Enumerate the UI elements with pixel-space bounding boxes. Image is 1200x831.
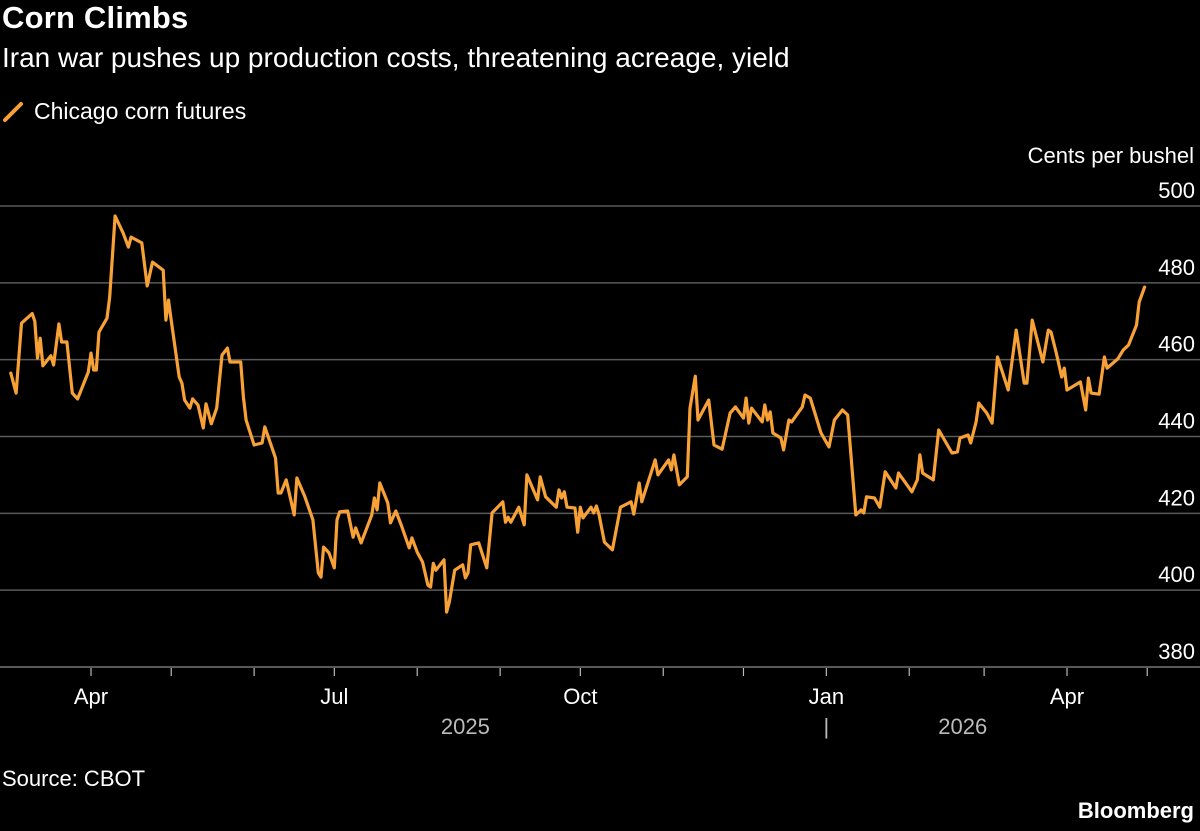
y-tick-label: 460 (1158, 332, 1195, 357)
y-axis-unit-label: Cents per bushel (1027, 143, 1194, 168)
y-tick-label: 420 (1158, 485, 1195, 510)
x-tick-label: Oct (563, 684, 597, 709)
series-line-chicago-corn-futures (9, 214, 1147, 614)
chart-title: Corn Climbs (2, 0, 189, 35)
x-tick-label: Jul (320, 684, 348, 709)
bloomberg-logo: Bloomberg (1077, 798, 1194, 823)
year-separator: | (823, 714, 829, 739)
x-tick-label: Apr (1050, 684, 1084, 709)
year-label: 2025 (441, 714, 490, 739)
data-points (11, 216, 1145, 612)
y-tick-label: 440 (1158, 409, 1195, 434)
y-tick-label: 480 (1158, 255, 1195, 280)
legend-line-swatch-icon (3, 101, 23, 122)
legend: Chicago corn futures (2, 98, 246, 125)
y-tick-label: 380 (1158, 639, 1195, 664)
legend-label: Chicago corn futures (34, 98, 247, 124)
y-axis-labels: 380 400 420 440 460 480 500 (1158, 178, 1195, 664)
year-label: 2026 (938, 714, 987, 739)
chart-subtitle: Iran war pushes up production costs, thr… (2, 42, 790, 73)
gridlines (0, 205, 1200, 668)
y-tick-label: 500 (1158, 178, 1195, 203)
y-tick-label: 400 (1158, 562, 1195, 587)
x-tick-label: Jan (809, 684, 844, 709)
x-tick-label: Apr (74, 684, 108, 709)
source-note: Source: CBOT (2, 766, 146, 791)
x-axis: Apr Jul Oct Jan Apr 2025 2026 | (74, 668, 1148, 739)
